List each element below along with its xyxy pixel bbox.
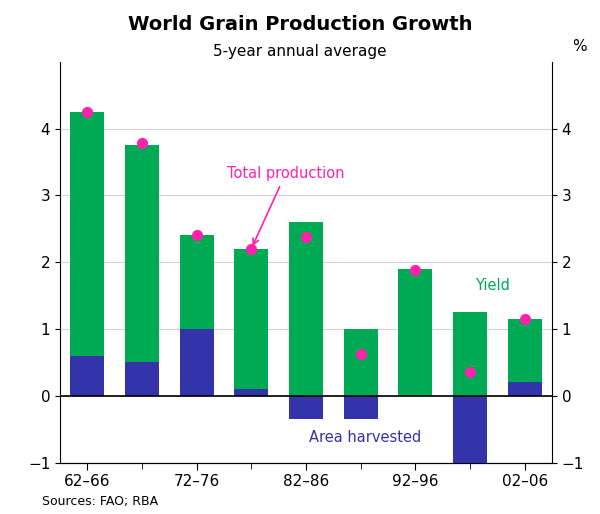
Text: Total production: Total production (227, 167, 344, 245)
Point (520, 315, 529, 323)
Point (192, 231, 202, 240)
Text: Yield: Yield (475, 278, 511, 293)
Point (137, 139, 147, 148)
Point (301, 233, 311, 241)
Bar (125, 362, 159, 396)
Bar (508, 319, 542, 382)
Bar (508, 382, 542, 396)
Text: Area harvested: Area harvested (309, 430, 421, 445)
Bar (125, 145, 159, 362)
Bar (344, 329, 377, 396)
Point (83, 108, 92, 116)
Text: 5-year annual average: 5-year annual average (213, 44, 387, 59)
Point (465, 368, 475, 376)
Bar (180, 329, 214, 396)
Point (356, 350, 365, 358)
Bar (70, 356, 104, 396)
Text: World Grain Production Growth: World Grain Production Growth (128, 15, 472, 34)
Bar (235, 249, 268, 389)
Bar (453, 313, 487, 396)
Bar (289, 396, 323, 419)
Bar (289, 222, 323, 396)
Text: %: % (572, 39, 586, 53)
Point (410, 266, 420, 274)
Point (247, 245, 256, 253)
Bar (344, 396, 377, 419)
Text: Sources: FAO; RBA: Sources: FAO; RBA (42, 495, 158, 508)
Bar (235, 389, 268, 396)
Bar (453, 396, 487, 463)
Bar (180, 235, 214, 329)
Bar (70, 112, 104, 356)
Bar (398, 269, 432, 396)
